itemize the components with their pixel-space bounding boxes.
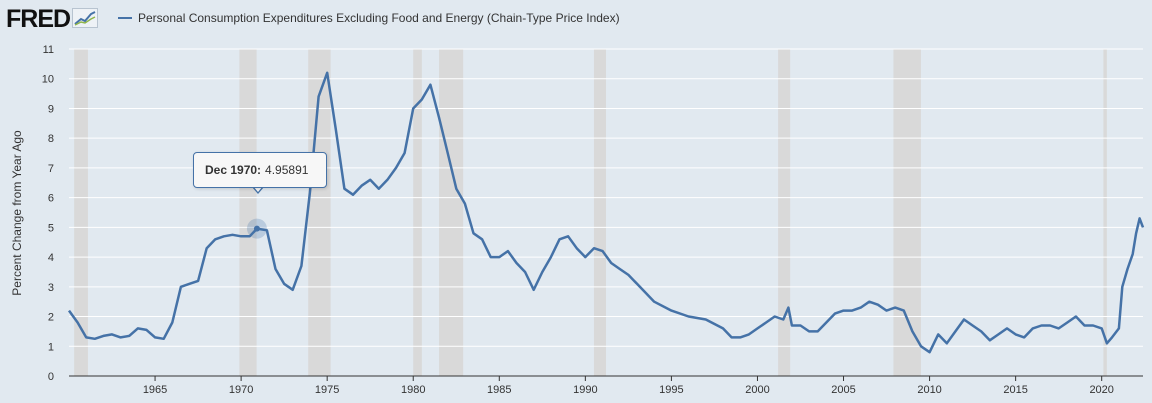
x-tick-label: 1965 xyxy=(143,384,167,396)
tooltip-date: Dec 1970: xyxy=(205,163,262,177)
highlight-point xyxy=(253,225,260,232)
x-tick-label: 2020 xyxy=(1089,384,1113,396)
series-line[interactable] xyxy=(67,71,1145,354)
y-axis-title: Percent Change from Year Ago xyxy=(10,130,24,296)
y-tick-label: 3 xyxy=(48,282,54,294)
legend-line-swatch xyxy=(118,17,132,19)
y-tick-label: 5 xyxy=(48,222,54,234)
fred-logo-chart-icon xyxy=(72,8,99,28)
y-tick-label: 9 xyxy=(48,103,54,115)
x-axis-ticks: 1965 1970 1975 1980 1985 1990 1995 2000 2005 2010… xyxy=(143,376,1114,396)
recession-band xyxy=(239,49,257,376)
series-group[interactable] xyxy=(67,71,1145,354)
x-tick-label: 1975 xyxy=(315,384,339,396)
x-tick-label: 1985 xyxy=(487,384,511,396)
legend-series-label: Personal Consumption Expenditures Exclud… xyxy=(138,11,620,25)
y-tick-label: 1 xyxy=(48,341,54,353)
x-tick-label: 1970 xyxy=(229,384,253,396)
x-tick-label: 1990 xyxy=(573,384,597,396)
fred-logo-text: FRED xyxy=(6,4,71,33)
x-tick-label: 2000 xyxy=(745,384,769,396)
x-tick-label: 2010 xyxy=(917,384,941,396)
y-tick-label: 7 xyxy=(48,163,54,175)
chart-legend[interactable]: Personal Consumption Expenditures Exclud… xyxy=(118,11,620,25)
recession-band xyxy=(893,49,921,376)
data-tooltip: Dec 1970: 4.95891 xyxy=(193,152,327,188)
x-tick-label: 2015 xyxy=(1003,384,1027,396)
recession-band xyxy=(1103,49,1107,376)
x-tick-label: 1995 xyxy=(659,384,683,396)
fred-logo[interactable]: FRED xyxy=(6,4,99,33)
tooltip-value: 4.95891 xyxy=(265,163,309,177)
y-tick-label: 6 xyxy=(48,193,54,205)
x-tick-label: 1980 xyxy=(401,384,425,396)
y-axis-ticks: 0 1 2 3 4 5 6 7 8 9 10 11 xyxy=(42,44,54,383)
chart-header: FRED Personal Consumption Expenditures E… xyxy=(0,0,1152,38)
recession-band xyxy=(308,49,331,376)
recession-band xyxy=(439,49,464,376)
y-tick-label: 8 xyxy=(48,133,54,145)
recession-band xyxy=(593,49,606,376)
recession-band xyxy=(778,49,791,376)
y-tick-label: 10 xyxy=(42,74,54,86)
y-tick-label: 11 xyxy=(43,44,54,56)
x-tick-label: 2005 xyxy=(831,384,855,396)
y-tick-label: 4 xyxy=(48,252,54,264)
recession-band xyxy=(413,49,422,376)
tooltip-pointer-inner xyxy=(253,186,263,192)
recession-band xyxy=(74,49,88,376)
y-tick-label: 2 xyxy=(48,312,54,324)
y-tick-label: 0 xyxy=(48,371,54,383)
highlight-group xyxy=(246,218,267,239)
recession-bands xyxy=(74,49,1107,376)
